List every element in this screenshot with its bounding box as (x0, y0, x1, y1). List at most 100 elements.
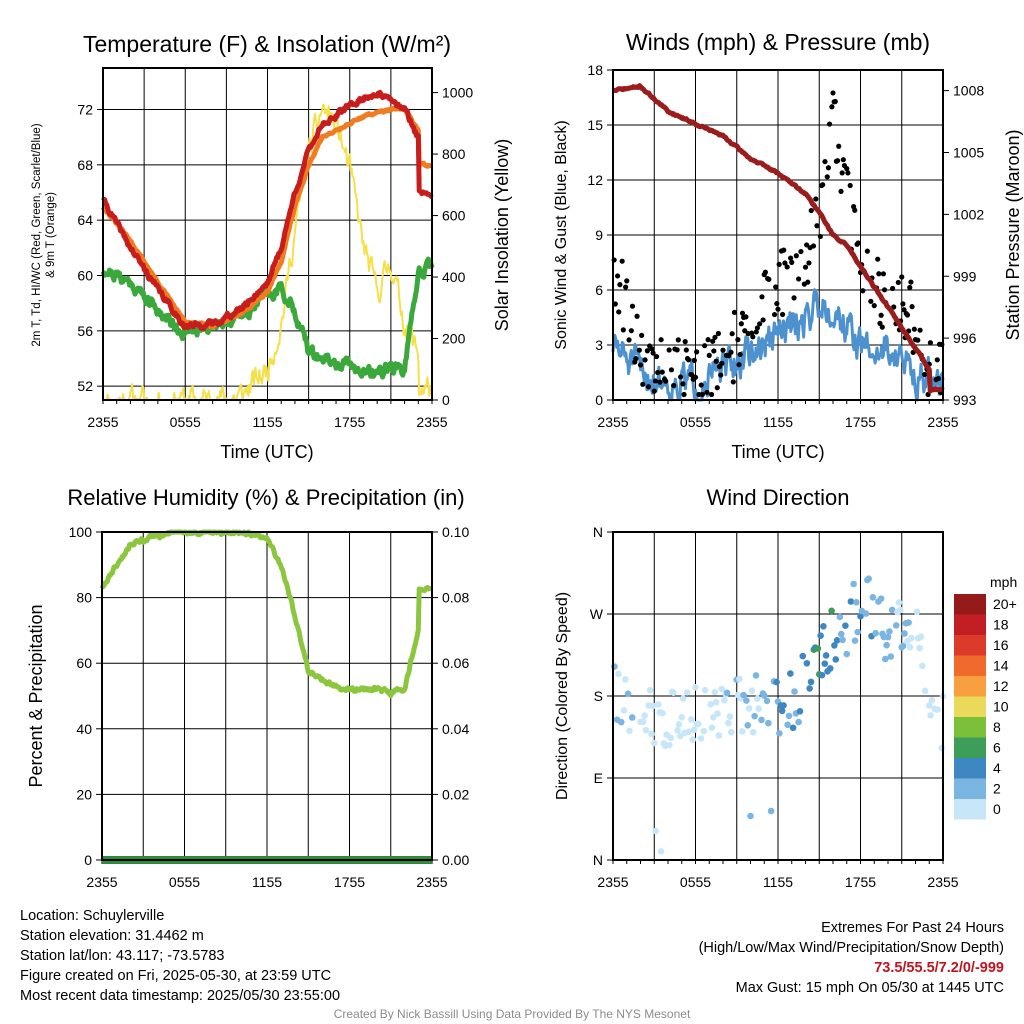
direction-point (796, 707, 804, 715)
temperature-left-tick-label: 64 (77, 212, 93, 228)
gust-point (817, 233, 823, 240)
gust-point (907, 284, 913, 291)
direction-point (905, 619, 912, 626)
station-info: Location: Schuylerville Station elevatio… (20, 906, 340, 1006)
gust-point (774, 301, 780, 307)
gust-point (784, 264, 790, 270)
gust-point (658, 337, 664, 343)
direction-point (928, 696, 936, 704)
gust-point (617, 282, 623, 288)
gust-point (909, 304, 915, 310)
winds-plot-frame (612, 69, 944, 401)
direction-point (688, 716, 695, 723)
gust-point (836, 143, 842, 149)
direction-point (908, 634, 915, 642)
gust-point (847, 182, 853, 189)
gust-point (739, 310, 746, 316)
gust-point (702, 343, 708, 349)
gust-point (860, 288, 866, 294)
gust-point (802, 264, 809, 270)
winds-xlabel: Time (UTC) (731, 442, 824, 462)
direction-point (888, 606, 896, 614)
gust-point (904, 312, 911, 318)
gust-point (699, 391, 705, 398)
direction-point (707, 701, 714, 708)
temperature-right-tick-label: 200 (442, 331, 466, 347)
winds-left-tick-label: 9 (595, 227, 603, 243)
humidity-plot-frame (101, 531, 433, 861)
winds-right-tick-label: 1002 (953, 206, 984, 222)
direction-point (836, 613, 844, 621)
gust-point (779, 311, 786, 318)
gust-point (825, 165, 832, 171)
direction-point (748, 687, 756, 694)
direction-point (721, 696, 728, 704)
humidity-right-tick-label: 0.02 (442, 786, 469, 802)
direction-time-tick-label: 1755 (845, 874, 876, 890)
gust-point (881, 287, 888, 293)
gust-point (735, 337, 741, 343)
direction-point (803, 659, 811, 667)
gust-point (730, 379, 736, 385)
credit-line: Created By Nick Bassill Using Data Provi… (333, 1007, 691, 1021)
gust-point (855, 240, 861, 246)
direction-point (817, 632, 824, 640)
gust-point (750, 334, 756, 340)
direction-point (690, 726, 698, 734)
winds-left-tick-label: 15 (587, 117, 603, 133)
direction-point (820, 623, 827, 630)
winds-left-tick-label: 12 (587, 172, 603, 188)
direction-point (714, 710, 721, 717)
gust-point (620, 327, 626, 333)
gust-point (720, 347, 726, 353)
temperature-panel: 52 56 60 64 68 72 0 200 400 600 800 1000 2355 0555 115… (77, 67, 473, 430)
temperature-left-tick-label: 68 (77, 157, 93, 173)
legend-swatch (954, 717, 986, 738)
direction-point (857, 612, 864, 620)
rh-line (99, 529, 434, 699)
direction-point (921, 687, 929, 695)
direction-point (760, 692, 768, 699)
direction-point (755, 705, 763, 712)
direction-time-tick-label: 1155 (763, 874, 793, 890)
gust-point (838, 188, 844, 194)
legend-label: 10 (993, 699, 1009, 715)
gust-point (736, 362, 742, 368)
direction-point (927, 712, 934, 719)
direction-point (649, 702, 657, 710)
gust-point (710, 338, 716, 344)
gust-point (651, 388, 657, 394)
direction-point (814, 645, 822, 652)
direction-point (648, 730, 655, 738)
gust-point (639, 332, 645, 338)
direction-point (689, 736, 697, 743)
gust-point (692, 374, 699, 380)
gust-point (698, 382, 704, 388)
legend-label: 2 (993, 781, 1001, 797)
direction-time-tick-label: 2355 (597, 874, 628, 890)
direction-point (725, 719, 732, 727)
direction-point (806, 685, 813, 692)
humidity-title: Relative Humidity (%) & Precipitation (i… (67, 485, 464, 510)
gust-point (743, 314, 749, 320)
direction-point (683, 689, 691, 696)
humidity-right-tick-label: 0.10 (442, 524, 469, 540)
gust-point (813, 196, 819, 202)
legend-swatch (954, 614, 986, 635)
legend-label: 16 (993, 637, 1009, 653)
direction-point (744, 722, 752, 729)
gust-point (653, 353, 660, 360)
legend-swatch (954, 758, 986, 779)
direction-point (685, 728, 692, 736)
temperature-time-tick-label: 1755 (334, 414, 365, 430)
humidity-panel: 0 20 40 60 80 100 0.00 0.02 0.04 0.06 0.08 0.10 2355… (69, 524, 470, 890)
gust-point (666, 347, 672, 353)
temperature-right-tick-label: 600 (442, 208, 466, 224)
gust-point (694, 349, 700, 355)
gust-point (875, 256, 881, 262)
gust-point (713, 358, 719, 364)
direction-point (752, 672, 760, 679)
gust-point (834, 158, 841, 164)
legend-label: 6 (993, 740, 1001, 756)
gust-point (657, 379, 663, 385)
